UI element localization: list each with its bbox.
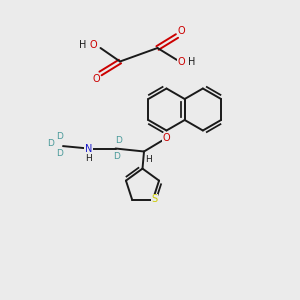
Text: D: D — [114, 152, 120, 161]
Text: H: H — [79, 40, 86, 50]
Text: O: O — [178, 57, 185, 68]
Text: H: H — [85, 154, 92, 163]
Text: O: O — [163, 133, 170, 143]
Text: D: D — [115, 136, 122, 145]
Text: D: D — [56, 132, 63, 141]
Text: O: O — [89, 40, 97, 50]
Text: H: H — [145, 155, 152, 164]
Text: H: H — [188, 57, 195, 68]
Text: O: O — [178, 26, 185, 36]
Text: D: D — [56, 149, 63, 158]
Text: N: N — [85, 143, 92, 154]
Text: D: D — [48, 139, 54, 148]
Text: O: O — [92, 74, 100, 84]
Text: S: S — [151, 194, 157, 205]
